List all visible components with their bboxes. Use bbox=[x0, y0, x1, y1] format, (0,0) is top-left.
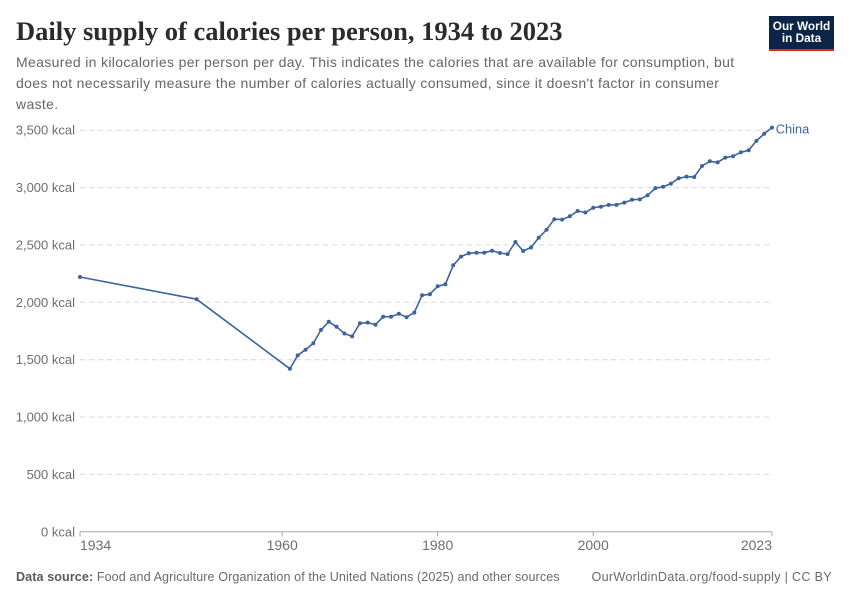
svg-text:1960: 1960 bbox=[267, 537, 298, 553]
svg-text:1980: 1980 bbox=[422, 537, 453, 553]
svg-text:2023: 2023 bbox=[741, 537, 772, 553]
svg-text:1934: 1934 bbox=[80, 537, 111, 553]
svg-text:3,500 kcal: 3,500 kcal bbox=[16, 123, 75, 138]
svg-text:1,500 kcal: 1,500 kcal bbox=[16, 352, 75, 367]
svg-text:3,000 kcal: 3,000 kcal bbox=[16, 180, 75, 195]
svg-text:2,000 kcal: 2,000 kcal bbox=[16, 295, 75, 310]
svg-text:0 kcal: 0 kcal bbox=[41, 524, 75, 539]
svg-text:1,000 kcal: 1,000 kcal bbox=[16, 410, 75, 425]
svg-text:China: China bbox=[776, 122, 810, 137]
svg-text:2,500 kcal: 2,500 kcal bbox=[16, 237, 75, 252]
svg-text:2000: 2000 bbox=[578, 537, 609, 553]
svg-text:500 kcal: 500 kcal bbox=[27, 467, 76, 482]
